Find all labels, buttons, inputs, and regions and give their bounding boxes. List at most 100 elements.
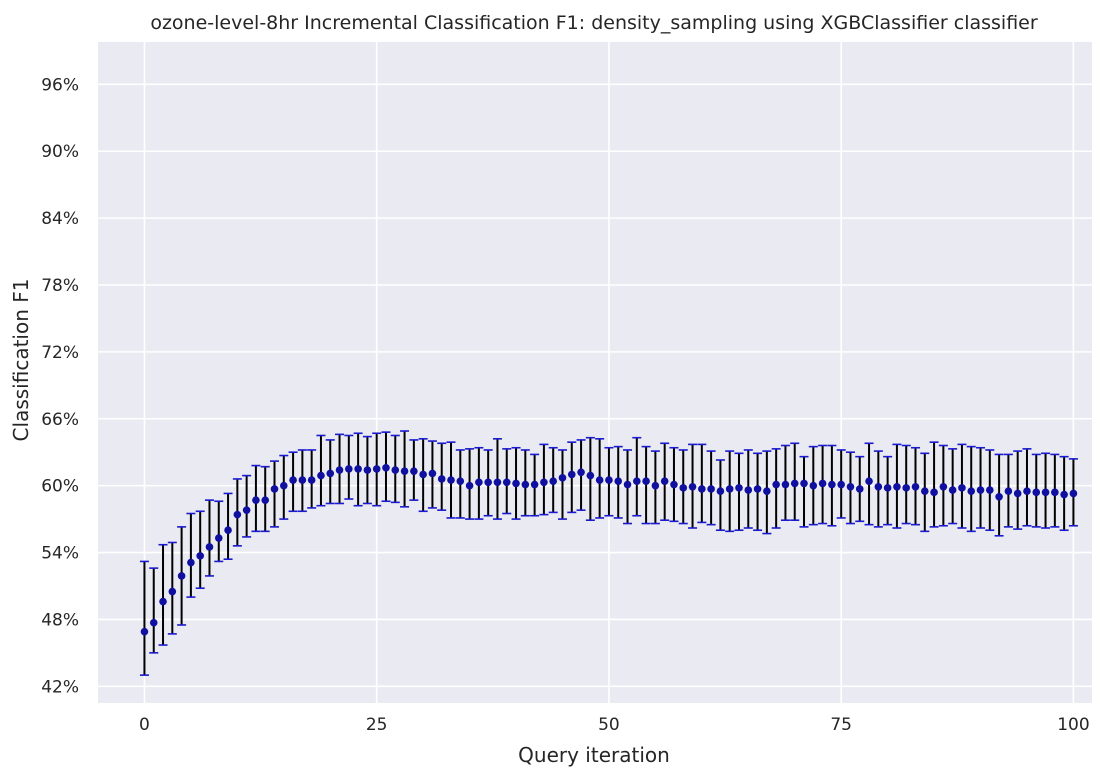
- data-point: [920, 487, 929, 496]
- data-point: [670, 480, 678, 489]
- data-point: [976, 486, 985, 494]
- data-point: [902, 484, 911, 492]
- data-point: [614, 477, 623, 485]
- y-tick-label: 72%: [41, 343, 79, 363]
- data-point: [214, 534, 223, 542]
- data-point: [809, 481, 818, 490]
- y-tick-label: 42%: [41, 677, 79, 697]
- plot-background: [98, 42, 1092, 703]
- data-point: [567, 470, 576, 479]
- data-point: [159, 597, 167, 606]
- data-point: [1004, 487, 1013, 496]
- data-point: [363, 466, 372, 474]
- y-tick-label: 78%: [41, 276, 79, 296]
- data-point: [958, 484, 966, 492]
- data-point: [521, 480, 530, 489]
- data-point: [772, 480, 780, 489]
- x-tick-label: 25: [366, 715, 388, 735]
- data-point: [540, 478, 548, 487]
- data-point: [512, 479, 520, 488]
- data-point: [298, 476, 307, 484]
- data-point: [484, 478, 492, 487]
- x-tick-label: 75: [830, 715, 852, 735]
- y-tick-label: 84%: [41, 209, 79, 229]
- data-point: [289, 476, 297, 484]
- data-point: [586, 471, 595, 480]
- data-point: [781, 480, 790, 489]
- data-point: [1032, 488, 1041, 497]
- data-point: [874, 482, 883, 491]
- data-point: [605, 476, 613, 484]
- data-point: [688, 482, 697, 491]
- data-point: [317, 471, 325, 480]
- y-axis-label: Classification F1: [9, 279, 33, 442]
- data-point: [345, 465, 353, 473]
- data-point: [725, 485, 734, 493]
- data-point: [790, 479, 799, 488]
- data-point: [1023, 487, 1031, 496]
- x-axis-ticks: 0 25 50 75 100: [139, 715, 1090, 735]
- data-point: [168, 587, 177, 596]
- data-point: [140, 627, 149, 636]
- grid-lines: [98, 42, 1092, 703]
- data-point: [530, 480, 539, 489]
- chart-title: ozone-level-8hr Incremental Classificati…: [150, 12, 1038, 34]
- data-point: [558, 474, 567, 482]
- data-point: [549, 477, 557, 485]
- data-point: [716, 487, 725, 496]
- data-point: [744, 486, 753, 494]
- data-point: [196, 552, 204, 560]
- data-point: [633, 477, 641, 485]
- data-point: [1060, 490, 1068, 499]
- data-point: [698, 485, 706, 493]
- data-point: [735, 484, 743, 492]
- data-point: [187, 558, 195, 567]
- data-point: [475, 478, 483, 487]
- data-point: [224, 526, 232, 535]
- data-point: [428, 469, 437, 478]
- data-point: [465, 481, 474, 490]
- data-point: [279, 481, 288, 490]
- data-point: [270, 485, 279, 493]
- data-point: [967, 487, 976, 496]
- data-point: [326, 469, 335, 478]
- y-tick-label: 54%: [41, 544, 79, 564]
- data-point: [447, 476, 455, 484]
- data-point: [837, 480, 845, 489]
- data-point: [1013, 489, 1022, 498]
- data-point: [233, 510, 242, 519]
- data-point: [391, 466, 400, 474]
- data-point: [623, 480, 632, 489]
- data-point: [753, 485, 762, 493]
- x-tick-label: 50: [598, 715, 620, 735]
- y-tick-label: 90%: [41, 142, 79, 162]
- data-point: [400, 467, 409, 475]
- x-tick-label: 0: [139, 715, 150, 735]
- data-point: [382, 464, 390, 472]
- data-point: [763, 487, 771, 496]
- data-point: [1051, 488, 1059, 497]
- data-point: [493, 478, 502, 487]
- data-point: [252, 496, 260, 504]
- data-point: [707, 485, 715, 493]
- data-point: [883, 484, 892, 492]
- data-point: [1069, 489, 1078, 498]
- data-point: [939, 482, 948, 491]
- data-point: [818, 479, 827, 488]
- data-point: [149, 618, 158, 627]
- data-point: [410, 467, 418, 475]
- data-point: [679, 484, 688, 492]
- data-point: [372, 465, 381, 473]
- data-point: [930, 488, 938, 497]
- data-point: [419, 470, 427, 479]
- data-point: [307, 476, 316, 484]
- data-point: [651, 481, 660, 490]
- data-point: [855, 485, 864, 493]
- data-point: [948, 486, 957, 494]
- data-point: [660, 477, 669, 485]
- data-point: [846, 482, 855, 491]
- data-point: [335, 466, 344, 474]
- data-point: [456, 477, 465, 485]
- data-point: [911, 482, 920, 491]
